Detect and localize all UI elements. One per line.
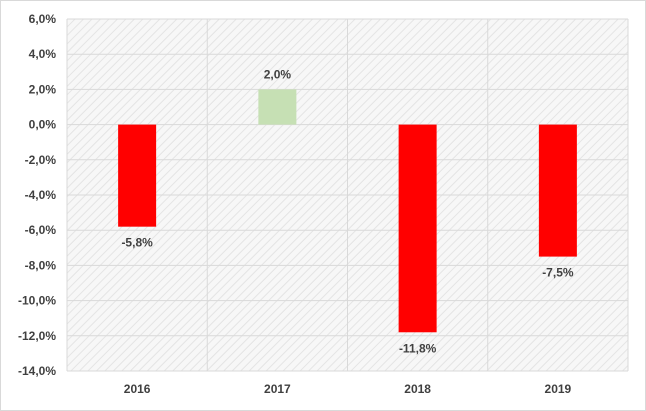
x-axis: 2016 2017 2018 2019 <box>124 382 572 396</box>
bar-2016 <box>118 124 157 227</box>
y-tick-label: -4,0% <box>25 188 57 202</box>
y-tick-label: 2,0% <box>29 82 57 96</box>
data-label-2017: 2,0% <box>264 67 292 81</box>
gridlines <box>66 18 629 372</box>
bar-2017 <box>258 89 297 125</box>
x-tick-label: 2019 <box>545 382 572 396</box>
y-tick-label: -6,0% <box>25 223 57 237</box>
bars <box>118 89 577 333</box>
x-tick-label: 2018 <box>404 382 431 396</box>
y-tick-label: 0,0% <box>29 118 57 132</box>
data-label-2018: -11,8% <box>399 341 437 355</box>
x-tick-label: 2017 <box>264 382 291 396</box>
y-axis: 6,0% 4,0% 2,0% 0,0% -2,0% -4,0% -6,0% -8,0% -10,… <box>18 12 56 378</box>
bar-2019 <box>538 124 577 257</box>
y-tick-label: 4,0% <box>29 47 57 61</box>
x-tick-label: 2016 <box>124 382 151 396</box>
y-tick-label: -2,0% <box>25 153 57 167</box>
y-tick-label: -12,0% <box>18 329 56 343</box>
y-tick-label: -8,0% <box>25 258 57 272</box>
data-label-2019: -7,5% <box>542 266 574 280</box>
data-labels: -5,8% 2,0% -11,8% -7,5% <box>121 67 573 355</box>
bar-2018 <box>398 124 437 333</box>
y-tick-label: -10,0% <box>18 294 56 308</box>
data-label-2016: -5,8% <box>121 236 153 250</box>
y-tick-label: -14,0% <box>18 364 56 378</box>
y-tick-label: 6,0% <box>29 12 57 26</box>
